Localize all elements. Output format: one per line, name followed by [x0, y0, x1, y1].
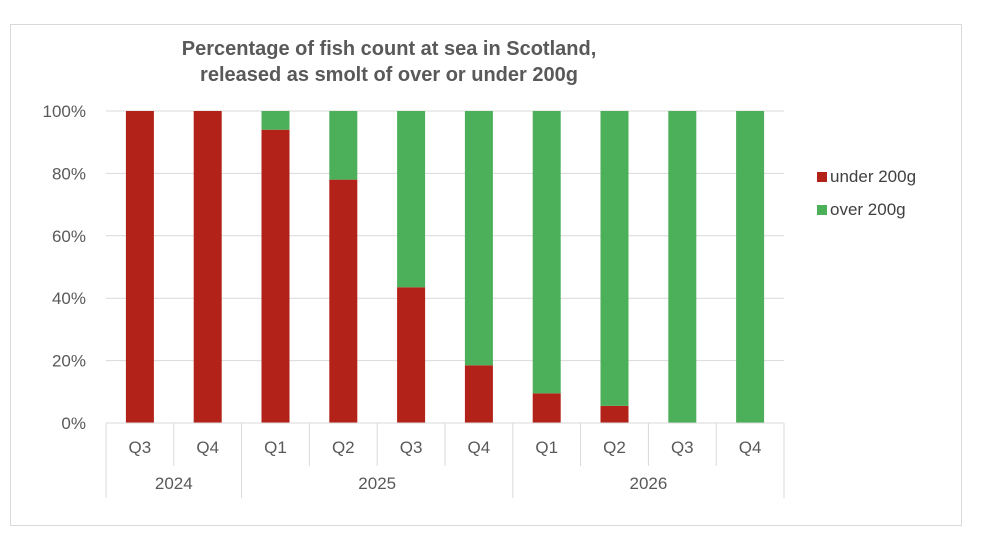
bar-over-200g	[464, 111, 493, 366]
bar-over-200g	[736, 111, 765, 423]
bar-over-200g	[532, 111, 561, 394]
legend-label: under 200g	[830, 167, 916, 186]
x-tick-label: Q2	[332, 438, 355, 457]
bars-layer	[125, 111, 765, 423]
x-group-label: 2024	[155, 474, 193, 493]
bar-over-200g	[397, 111, 426, 288]
legend: under 200g over 200g	[817, 167, 916, 219]
bar-under-200g	[125, 111, 154, 423]
legend-label: over 200g	[830, 200, 906, 219]
chart-title: Percentage of fish count at sea in Scotl…	[182, 38, 597, 60]
x-tick-label: Q3	[400, 438, 423, 457]
bar-over-200g	[329, 111, 358, 180]
chart-frame: Percentage of fish count at sea in Scotl…	[10, 24, 962, 526]
bar-under-200g	[600, 405, 629, 423]
bar-under-200g	[193, 111, 222, 423]
bar-over-200g	[600, 111, 629, 406]
bar-over-200g	[668, 111, 697, 423]
x-group-label: 2026	[629, 474, 667, 493]
x-tick-label: Q4	[739, 438, 762, 457]
bar-under-200g	[261, 129, 290, 423]
bar-over-200g	[261, 111, 290, 130]
bar-under-200g	[532, 393, 561, 423]
x-tick-label: Q4	[468, 438, 491, 457]
y-tick-label: 60%	[52, 227, 86, 246]
chart-svg: Percentage of fish count at sea in Scotl…	[43, 38, 916, 498]
x-tick-label: Q2	[603, 438, 626, 457]
x-tick-label: Q1	[264, 438, 287, 457]
bar-under-200g	[329, 179, 358, 423]
x-tick-label: Q3	[671, 438, 694, 457]
bar-under-200g	[464, 365, 493, 423]
legend-swatch	[817, 205, 827, 215]
x-tick-label: Q1	[535, 438, 558, 457]
chart-subtitle: released as smolt of over or under 200g	[200, 64, 578, 86]
y-tick-label: 0%	[61, 414, 86, 433]
y-tick-label: 80%	[52, 164, 86, 183]
legend-swatch	[817, 172, 827, 182]
y-tick-label: 40%	[52, 289, 86, 308]
y-tick-label: 100%	[43, 102, 86, 121]
axis-layer: 0%20%40%60%80%100%Q3 Q4 Q1 Q2 Q3 Q4 Q1 Q2 Q3 Q420…	[43, 102, 785, 498]
y-tick-label: 20%	[52, 352, 86, 371]
x-tick-label: Q4	[196, 438, 219, 457]
x-group-label: 2025	[358, 474, 396, 493]
bar-under-200g	[397, 287, 426, 423]
x-tick-label: Q3	[129, 438, 152, 457]
